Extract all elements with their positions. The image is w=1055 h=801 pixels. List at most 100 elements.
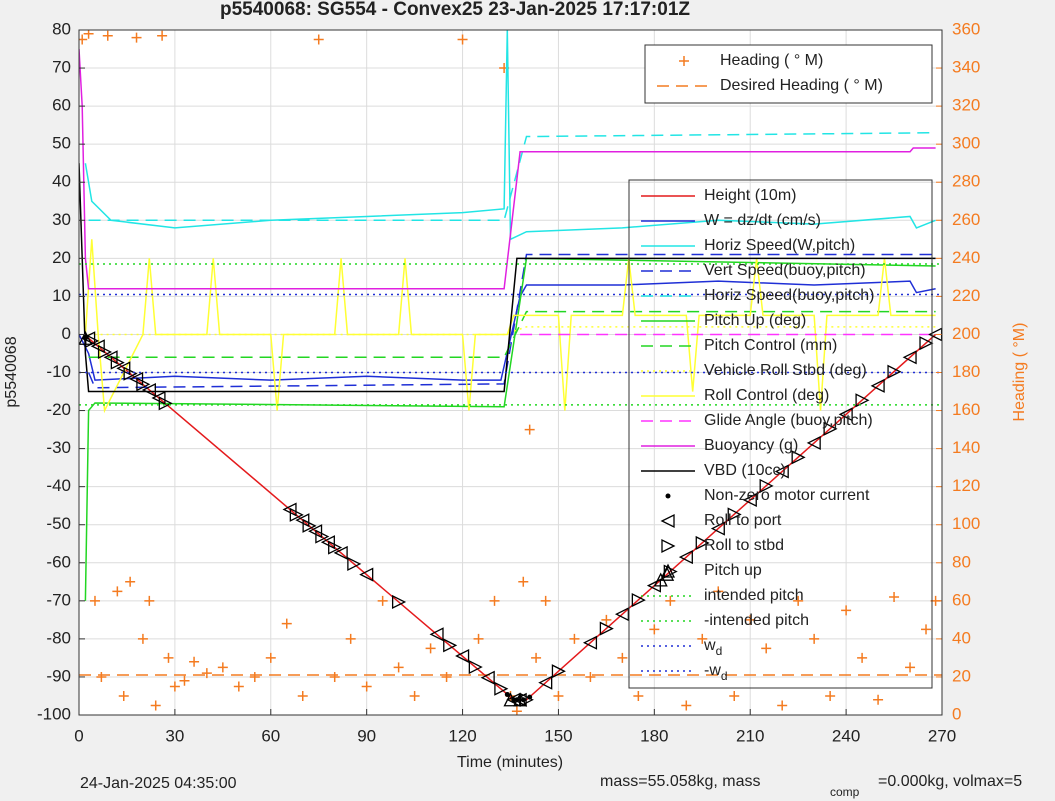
marker — [679, 56, 689, 66]
footer-mass: mass=55.058kg, mass — [600, 773, 761, 790]
legend-label: W = dz/dt (cm/s) — [704, 212, 821, 229]
marker — [823, 421, 838, 436]
y2-tick-label: 280 — [952, 172, 980, 191]
y-tick-label: -40 — [46, 476, 71, 495]
marker — [838, 407, 853, 422]
x-tick-label: 210 — [736, 726, 764, 745]
legend-text: Horiz Speed(W,pitch) — [704, 237, 855, 254]
marker — [569, 633, 580, 644]
x-axis-label: Time (minutes) — [457, 754, 563, 771]
legend-label: Heading ( ° M) — [720, 52, 823, 69]
x-tick-label: 240 — [832, 726, 860, 745]
y2-tick-label: 0 — [952, 704, 961, 723]
marker — [855, 393, 870, 408]
marker — [531, 652, 542, 663]
series-line — [88, 310, 936, 359]
y-tick-label: -20 — [46, 400, 71, 419]
legend-box — [644, 44, 933, 104]
legend-text: VBD (10cc) — [704, 462, 786, 479]
marker — [793, 595, 804, 606]
y2-tick-label: 160 — [952, 400, 980, 419]
marker — [791, 450, 806, 465]
marker — [503, 692, 518, 707]
marker — [660, 513, 675, 529]
marker — [347, 556, 362, 571]
marker — [489, 595, 500, 606]
marker — [538, 675, 553, 690]
legend-text: -w — [704, 662, 721, 679]
marker — [665, 493, 671, 499]
marker — [281, 618, 292, 629]
marker — [102, 30, 113, 41]
marker — [158, 396, 173, 411]
marker — [857, 652, 868, 663]
legend-label: Horiz Speed(W,pitch) — [704, 237, 855, 254]
legend-text: Non-zero motor current — [704, 487, 870, 504]
marker — [504, 691, 510, 697]
marker — [457, 34, 468, 45]
legend-label: Roll to port — [704, 512, 782, 529]
legend-text: Buoyancy (g) — [704, 437, 798, 454]
y-tick-label: 10 — [52, 286, 71, 305]
marker — [660, 563, 676, 578]
y-tick-label: 80 — [52, 19, 71, 38]
marker — [443, 638, 458, 653]
marker — [393, 662, 404, 673]
legend-label: Buoyancy (g) — [704, 437, 798, 454]
marker — [777, 700, 788, 711]
marker — [97, 344, 113, 360]
marker — [524, 424, 535, 435]
marker — [429, 627, 444, 642]
marker — [873, 694, 884, 705]
x-tick-label: 60 — [261, 726, 280, 745]
marker — [473, 633, 484, 644]
marker — [631, 593, 646, 608]
marker — [137, 633, 148, 644]
series-line — [88, 132, 936, 222]
y-tick-label: 0 — [62, 324, 71, 343]
legend-label: Roll to stbd — [704, 537, 784, 554]
marker — [774, 464, 789, 479]
legend-text: Glide Angle (buoy,pitch) — [704, 412, 873, 429]
marker — [118, 690, 129, 701]
marker — [141, 382, 156, 398]
marker — [806, 435, 821, 450]
y2-tick-label: 100 — [952, 514, 980, 533]
x-tick-label: 0 — [74, 726, 83, 745]
y-tick-label: -60 — [46, 552, 71, 571]
legend-text: Vert Speed(buoy,pitch) — [704, 262, 866, 279]
marker — [480, 670, 495, 685]
marker — [163, 652, 174, 663]
marker — [377, 595, 388, 606]
x-tick-label: 90 — [357, 726, 376, 745]
y2-tick-label: 180 — [952, 362, 980, 381]
marker — [297, 690, 308, 701]
marker — [809, 633, 820, 644]
legend-label: Roll Control (deg) — [704, 387, 829, 404]
legend-label: Non-zero motor current — [704, 487, 870, 504]
marker — [661, 538, 676, 554]
legend-text: Roll Control (deg) — [704, 387, 829, 404]
x-tick-label: 30 — [165, 726, 184, 745]
marker — [887, 364, 902, 379]
y-tick-label: -100 — [37, 704, 71, 723]
marker — [759, 478, 774, 493]
marker — [79, 330, 93, 345]
legend-text: -intended pitch — [704, 612, 809, 629]
marker — [649, 624, 660, 635]
y-axis-label: p5540068 — [3, 336, 20, 407]
y-tick-label: -80 — [46, 628, 71, 647]
marker — [217, 662, 228, 673]
marker — [179, 675, 190, 686]
marker — [742, 492, 757, 508]
legend-label: Pitch Control (mm) — [704, 337, 837, 354]
legend-text: Vehicle Roll Stbd (deg) — [704, 362, 867, 379]
footer-sub: comp — [830, 785, 860, 799]
marker — [921, 624, 932, 635]
marker — [614, 607, 630, 622]
y2-tick-label: 60 — [952, 590, 971, 609]
y2-tick-label: 260 — [952, 210, 980, 229]
legend-label: intended pitch — [704, 587, 804, 604]
marker — [695, 535, 710, 551]
